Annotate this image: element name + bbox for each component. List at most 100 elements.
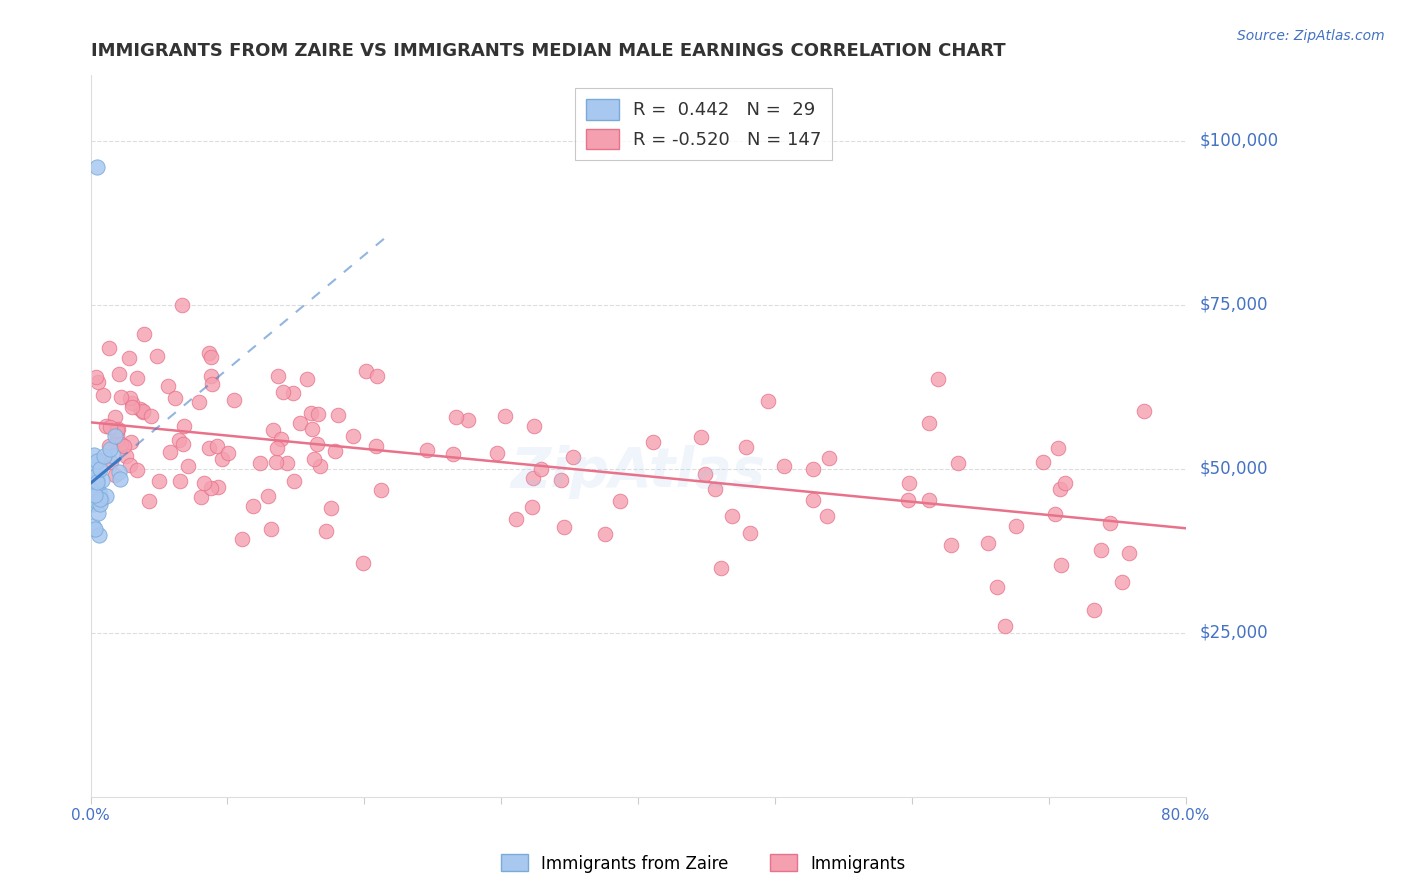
Point xyxy=(307,436,329,450)
Point xyxy=(231,532,253,546)
Point xyxy=(169,433,191,447)
Point xyxy=(200,369,222,384)
Point xyxy=(108,472,131,486)
Point xyxy=(1004,518,1026,533)
Point xyxy=(207,480,229,494)
Point xyxy=(198,346,221,360)
Point xyxy=(132,326,155,341)
Point xyxy=(86,471,108,485)
Point xyxy=(82,498,104,512)
Point xyxy=(918,493,941,508)
Point xyxy=(83,448,105,462)
Point xyxy=(295,372,318,386)
Point xyxy=(198,442,221,456)
Point xyxy=(107,423,129,437)
Point xyxy=(169,474,191,488)
Point xyxy=(695,467,717,482)
Point xyxy=(485,446,508,460)
Point xyxy=(1032,455,1054,469)
Point xyxy=(366,439,388,453)
Point xyxy=(326,409,349,423)
Point xyxy=(283,386,305,401)
Point xyxy=(118,351,141,365)
Point xyxy=(994,619,1017,633)
Point xyxy=(319,500,342,515)
Point xyxy=(271,384,294,399)
Point xyxy=(986,580,1008,594)
Point xyxy=(86,479,108,493)
Point xyxy=(609,493,631,508)
Point xyxy=(132,404,155,418)
Point xyxy=(1049,482,1071,496)
Point xyxy=(121,400,143,414)
Point xyxy=(105,428,128,442)
Point xyxy=(83,522,105,536)
Point xyxy=(457,413,479,427)
Point xyxy=(98,439,121,453)
Point xyxy=(89,497,111,511)
Point xyxy=(416,442,439,457)
Point xyxy=(918,417,941,431)
Point xyxy=(127,463,149,477)
Point xyxy=(703,482,725,496)
Point xyxy=(756,393,779,408)
Point xyxy=(818,450,841,465)
Point xyxy=(190,490,212,504)
Point xyxy=(94,490,117,504)
Point xyxy=(90,492,112,507)
Point xyxy=(593,527,616,541)
Legend: R =  0.442   N =  29, R = -0.520   N = 147: R = 0.442 N = 29, R = -0.520 N = 147 xyxy=(575,87,832,161)
Point xyxy=(1046,442,1069,456)
Point xyxy=(222,392,245,407)
Point xyxy=(494,409,516,423)
Point xyxy=(98,442,121,456)
Point xyxy=(107,367,129,381)
Point xyxy=(366,369,388,384)
Point xyxy=(211,451,233,466)
Point xyxy=(260,522,283,536)
Point xyxy=(689,429,711,443)
Point xyxy=(1099,516,1122,531)
Point xyxy=(283,474,305,488)
Point xyxy=(91,473,114,487)
Point xyxy=(740,525,762,540)
Point xyxy=(157,379,180,393)
Point xyxy=(299,406,322,420)
Point xyxy=(288,416,311,430)
Point xyxy=(1090,543,1112,558)
Point xyxy=(520,500,543,515)
Point xyxy=(94,419,117,434)
Point xyxy=(120,391,142,405)
Point xyxy=(86,495,108,509)
Point xyxy=(356,364,378,378)
Point xyxy=(89,461,111,475)
Point xyxy=(104,435,127,450)
Point xyxy=(561,450,583,464)
Text: $100,000: $100,000 xyxy=(1199,132,1278,150)
Point xyxy=(104,424,127,438)
Point xyxy=(87,528,110,542)
Point xyxy=(441,447,464,461)
Point xyxy=(309,458,332,473)
Point xyxy=(553,520,575,534)
Point xyxy=(129,401,152,416)
Point xyxy=(139,409,162,424)
Text: $75,000: $75,000 xyxy=(1199,296,1268,314)
Point xyxy=(523,419,546,434)
Point xyxy=(721,509,744,524)
Point xyxy=(120,434,142,449)
Point xyxy=(266,454,288,468)
Point xyxy=(801,462,824,476)
Point xyxy=(207,440,229,454)
Point xyxy=(146,349,169,363)
Point xyxy=(89,492,111,507)
Point xyxy=(172,437,194,451)
Point xyxy=(87,485,110,500)
Point xyxy=(941,538,963,552)
Point xyxy=(267,369,290,384)
Text: ZipAtlas: ZipAtlas xyxy=(510,445,765,499)
Text: $50,000: $50,000 xyxy=(1199,459,1268,478)
Point xyxy=(307,407,329,421)
Legend: Immigrants from Zaire, Immigrants: Immigrants from Zaire, Immigrants xyxy=(494,847,912,880)
Point xyxy=(84,370,107,384)
